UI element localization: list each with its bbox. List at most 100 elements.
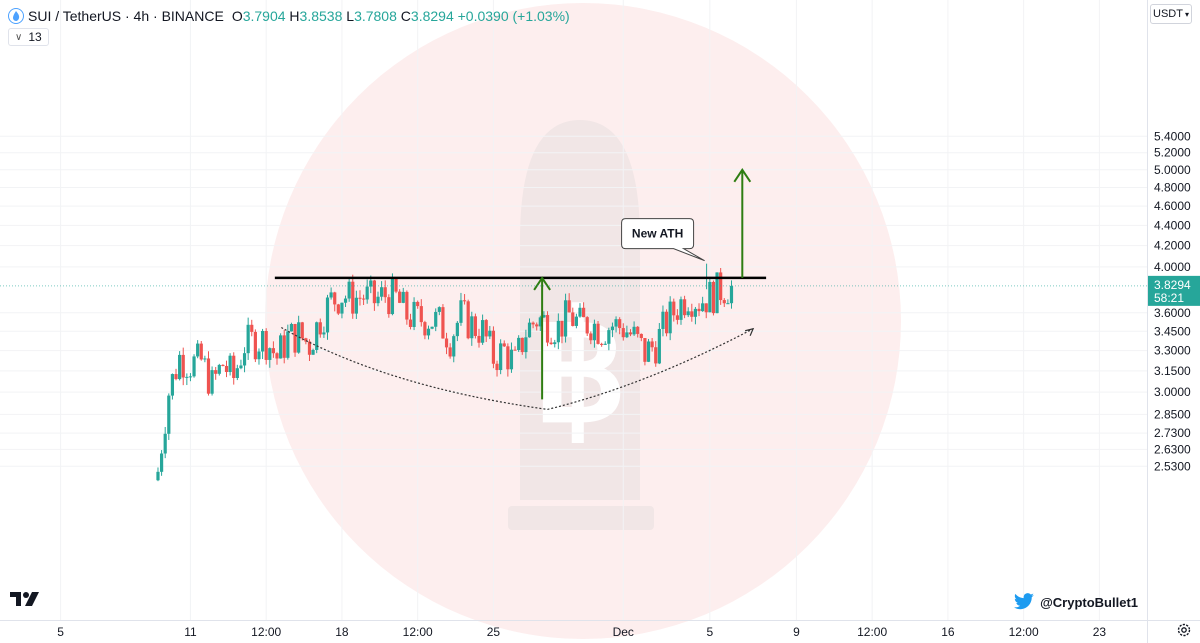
candle [199, 341, 203, 361]
gear-icon[interactable] [1176, 622, 1192, 638]
candles [156, 268, 734, 482]
time-tick-label: 12:00 [403, 625, 433, 639]
price-tick-label: 4.4000 [1154, 218, 1191, 232]
candle [513, 346, 517, 351]
candle [329, 287, 333, 300]
candle-body [188, 376, 193, 378]
candle-body [481, 320, 485, 343]
candle [275, 352, 279, 365]
chevron-down-icon: ▾ [1184, 9, 1189, 19]
candle-body [380, 287, 384, 297]
chart-grid [0, 0, 1147, 620]
candle-body [704, 303, 708, 313]
candle [322, 326, 326, 338]
candle-body [441, 307, 445, 339]
candle [499, 339, 503, 375]
candle [351, 274, 355, 319]
candle-body [174, 374, 178, 380]
candle-body [589, 333, 593, 341]
candle [628, 329, 633, 337]
candle [610, 322, 615, 338]
candle [380, 281, 384, 301]
candle-body [686, 311, 690, 316]
candle [430, 326, 434, 330]
candle-body [585, 317, 589, 334]
candle [556, 313, 560, 350]
candle [646, 338, 651, 363]
indicator-toggle[interactable]: ∨ 13 [8, 28, 49, 46]
candle-body [502, 343, 506, 347]
candle [444, 332, 449, 355]
candle [289, 322, 294, 332]
candle-body [531, 322, 535, 325]
candle-body [459, 300, 463, 323]
currency-select[interactable]: USDT ▾ [1150, 4, 1192, 24]
candle [228, 353, 232, 376]
candle [235, 364, 239, 381]
candle [221, 364, 225, 367]
candle-body [470, 316, 474, 339]
candle [185, 373, 189, 386]
candle-body [549, 342, 553, 345]
candle [675, 309, 679, 325]
candle-body [574, 316, 578, 326]
candle [358, 290, 362, 306]
candle-body [199, 343, 203, 360]
candle-body [275, 353, 279, 359]
candle-body [329, 292, 333, 298]
candle-body [722, 300, 726, 304]
candle-body [228, 355, 232, 373]
candle-body [315, 322, 319, 350]
candle [607, 327, 611, 351]
candle-body [596, 323, 600, 344]
candle-body [527, 322, 532, 338]
candle-body [668, 301, 672, 334]
candle-body [311, 349, 315, 355]
candle [156, 467, 160, 482]
annotation-text: New ATH [632, 227, 683, 241]
candle-body [607, 330, 611, 344]
candle [581, 302, 586, 318]
candle [535, 322, 539, 331]
candle [621, 323, 625, 341]
candle-body [264, 331, 268, 360]
candle [545, 311, 550, 347]
candle-body [610, 326, 615, 331]
candle-body [646, 341, 651, 362]
low-label: L [346, 8, 355, 24]
candle [682, 295, 687, 319]
candle [196, 340, 200, 359]
arrow-head [533, 276, 551, 291]
candle [560, 320, 564, 344]
candle [650, 338, 654, 352]
candle-body [322, 332, 326, 335]
candle-body [156, 471, 160, 481]
candle [618, 317, 622, 335]
candle [361, 294, 366, 306]
price-tick-label: 3.4500 [1154, 324, 1191, 338]
candle-body [513, 349, 517, 351]
open-value: 3.7904 [242, 8, 286, 24]
candle [661, 305, 665, 337]
candle [257, 348, 261, 365]
twitter-icon [1014, 593, 1034, 610]
candle [571, 307, 575, 327]
candle-body [159, 453, 164, 472]
candle [462, 294, 467, 305]
candle-body [398, 291, 402, 303]
price-axis: 5.4000 5.2000 5.0000 4.8000 4.6000 4.4000 4.20… [1154, 129, 1191, 473]
candle [600, 342, 604, 347]
candle-body [405, 291, 409, 320]
candle-body [672, 301, 676, 316]
price-tick-label: 4.6000 [1154, 199, 1191, 213]
price-tick-label: 4.8000 [1154, 181, 1191, 195]
symbol-title[interactable]: SUI / TetherUS · 4h · BINANCE [28, 8, 224, 24]
candle [181, 347, 185, 386]
candle-body [318, 322, 322, 335]
candle-body [250, 324, 254, 332]
candle-body [690, 311, 694, 317]
candle [553, 339, 557, 348]
candle-body [260, 331, 265, 352]
